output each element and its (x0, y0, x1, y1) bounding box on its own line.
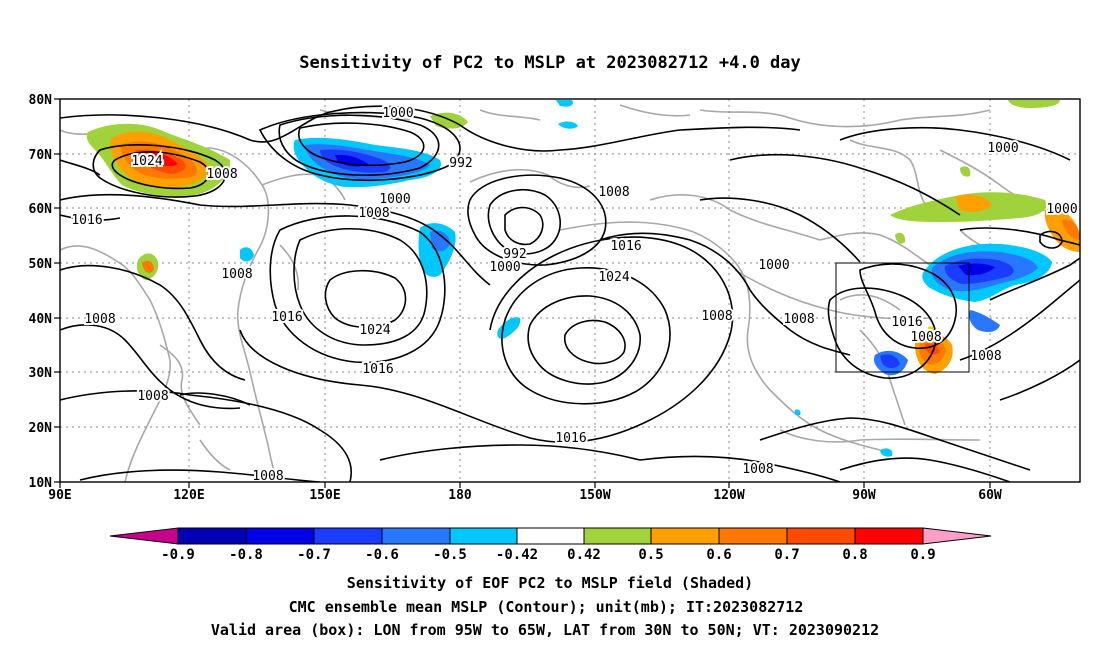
contour-label: 1024 (131, 154, 162, 169)
lon-label: 150W (579, 488, 610, 503)
contour-labels: 1000 992 1024 1008 1016 1008 1000 1008 9… (69, 104, 1079, 484)
colorbar-cell (650, 527, 720, 545)
contour-label: 1000 (1046, 202, 1077, 217)
colorbar-label: 0.7 (774, 547, 799, 563)
figure-title: Sensitivity of PC2 to MSLP at 2023082712… (299, 53, 801, 73)
contour-label: 1008 (252, 469, 283, 484)
contour-label: 1000 (987, 141, 1018, 156)
contour-label: 1016 (271, 310, 302, 325)
captions: Sensitivity of EOF PC2 to MSLP field (Sh… (211, 574, 879, 639)
contour-label: 1008 (783, 312, 814, 327)
contour-label: 1008 (910, 330, 941, 345)
contour-label: 1016 (555, 431, 586, 446)
lat-label: 30N (29, 366, 53, 381)
lon-label: 120E (173, 488, 204, 503)
lon-label: 180 (448, 488, 472, 503)
colorbar-label: 0.6 (706, 547, 731, 563)
contour-label: 1000 (489, 260, 520, 275)
colorbar-label: -0.6 (365, 547, 399, 563)
lon-label: 120W (713, 488, 744, 503)
colorbar-cell (381, 527, 451, 545)
contour-label: 1024 (359, 323, 390, 338)
lat-label: 70N (29, 148, 53, 163)
colorbar: -0.9 -0.8 -0.7 -0.6 -0.5 -0.42 0.42 0.5 … (109, 527, 992, 563)
contour-label: 1000 (758, 258, 789, 273)
lat-label: 80N (29, 93, 53, 108)
contour-label: 1000 (382, 106, 413, 121)
contour-label: 1016 (71, 213, 102, 228)
colorbar-cell (313, 527, 383, 545)
lon-label: 90E (48, 488, 71, 503)
contour-label: 1008 (137, 389, 168, 404)
contour-label: 1008 (206, 167, 237, 182)
colorbar-cell (177, 527, 247, 545)
map-frame (59, 98, 1081, 483)
caption-line-2: CMC ensemble mean MSLP (Contour); unit(m… (289, 598, 804, 616)
lon-label: 90W (852, 488, 876, 503)
colorbar-label: -0.9 (161, 547, 195, 563)
colorbar-label: -0.8 (229, 547, 263, 563)
latitude-labels: 80N 70N 60N 50N 40N 30N 20N 10N (29, 93, 53, 491)
colorbar-label: -0.5 (433, 547, 467, 563)
colorbar-cell (516, 527, 585, 545)
caption-line-1: Sensitivity of EOF PC2 to MSLP field (Sh… (347, 574, 753, 592)
lon-label: 150E (309, 488, 340, 503)
contour-label: 1000 (379, 192, 410, 207)
lat-label: 10N (29, 476, 53, 491)
contour-label: 992 (449, 156, 472, 171)
lon-label: 60W (978, 488, 1002, 503)
lat-label: 20N (29, 421, 53, 436)
caption-line-3: Valid area (box): LON from 95W to 65W, L… (211, 621, 879, 639)
mslp-contours (60, 105, 1080, 482)
colorbar-label: -0.42 (496, 547, 538, 563)
sensitivity-shading (86, 100, 1080, 457)
contour-label: 1008 (598, 185, 629, 200)
lat-lon-grid (60, 99, 1080, 482)
contour-label: 1016 (610, 239, 641, 254)
colorbar-label: 0.42 (567, 547, 601, 563)
contour-label: 1008 (84, 312, 115, 327)
colorbar-high-triangle (922, 527, 992, 545)
longitude-labels: 90E 120E 150E 180 150W 120W 90W 60W (48, 488, 1002, 503)
colorbar-cell (449, 527, 518, 545)
contour-label: 992 (503, 247, 526, 262)
colorbar-cell (854, 527, 924, 545)
lat-label: 40N (29, 312, 53, 327)
contour-label: 1016 (362, 362, 393, 377)
colorbar-cell (718, 527, 788, 545)
contour-label: 1008 (221, 267, 252, 282)
contour-label: 1008 (742, 462, 773, 477)
colorbar-cell (786, 527, 856, 545)
contour-label: 1008 (970, 349, 1001, 364)
colorbar-cell (583, 527, 652, 545)
colorbar-label: -0.7 (297, 547, 331, 563)
lat-label: 60N (29, 202, 53, 217)
contour-label: 1016 (891, 315, 922, 330)
colorbar-label: 0.5 (638, 547, 663, 563)
axis-ticks (54, 98, 991, 488)
contour-label: 1008 (701, 309, 732, 324)
map-panel: 1000 992 1024 1008 1016 1008 1000 1008 9… (60, 99, 1080, 484)
colorbar-cell (245, 527, 315, 545)
colorbar-label: 0.8 (842, 547, 867, 563)
colorbar-low-triangle (109, 527, 179, 545)
contour-label: 1024 (598, 270, 629, 285)
valid-area-box (835, 262, 970, 373)
lat-label: 50N (29, 257, 53, 272)
contour-label: 1008 (358, 206, 389, 221)
colorbar-label: 0.9 (910, 547, 935, 563)
